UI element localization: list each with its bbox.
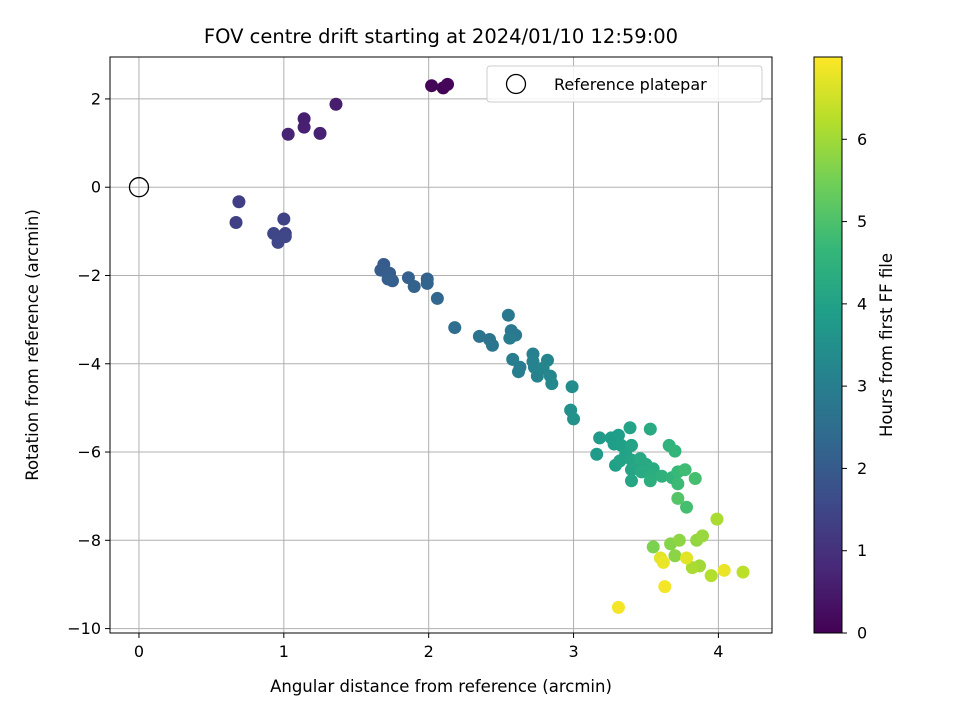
data-point — [611, 600, 625, 614]
y-tick-label: −10 — [67, 619, 101, 638]
data-point — [678, 463, 692, 477]
grid-lines — [110, 57, 772, 633]
data-point — [623, 421, 637, 435]
data-point — [425, 79, 439, 93]
data-point — [441, 77, 455, 91]
data-point — [611, 428, 625, 442]
data-point — [503, 331, 517, 345]
data-point — [232, 195, 246, 209]
data-point — [680, 551, 694, 565]
data-point — [624, 474, 638, 488]
y-tick-label: 0 — [91, 178, 101, 197]
data-point — [635, 465, 649, 479]
y-tick-label: 2 — [91, 89, 101, 108]
data-point — [593, 431, 607, 445]
colorbar-bar — [813, 56, 843, 634]
data-point — [540, 353, 554, 367]
legend-entry-reference-platepar: Reference platepar — [554, 75, 707, 94]
data-point — [688, 472, 702, 486]
data-point — [420, 276, 434, 290]
colorbar-tick-label: 2 — [857, 459, 867, 478]
y-tick-label: −2 — [77, 266, 101, 285]
data-point — [704, 569, 718, 583]
x-tick-label: 3 — [568, 642, 578, 661]
y-axis-ticks: 2 0 −2 −4 −6 −8 −10 — [67, 89, 110, 638]
data-point — [567, 412, 581, 426]
data-point — [672, 533, 686, 547]
data-point — [671, 491, 685, 505]
data-point — [545, 377, 559, 391]
y-tick-label: −6 — [77, 443, 101, 462]
y-tick-label: −4 — [77, 354, 101, 373]
data-point — [624, 438, 638, 452]
data-point — [710, 512, 724, 526]
data-point — [685, 561, 699, 575]
scatter-points — [128, 77, 750, 614]
data-point — [717, 563, 731, 577]
chart-title: FOV centre drift starting at 2024/01/10 … — [204, 25, 678, 48]
data-point — [229, 216, 243, 230]
data-point — [695, 529, 709, 543]
data-point — [643, 474, 657, 488]
data-point — [485, 338, 499, 352]
data-point — [472, 329, 486, 343]
data-point — [668, 549, 682, 563]
data-point — [680, 500, 694, 514]
data-point — [278, 230, 292, 244]
y-axis-label: Rotation from reference (arcmin) — [23, 209, 42, 481]
data-point — [656, 555, 670, 569]
data-point — [277, 212, 291, 226]
colorbar: 0 1 2 3 4 5 6 Hours from first FF file — [813, 56, 896, 643]
y-tick-label: −8 — [77, 531, 101, 550]
colorbar-ticks: 0 1 2 3 4 5 6 — [842, 130, 867, 643]
x-axis-label: Angular distance from reference (arcmin) — [270, 677, 612, 696]
colorbar-tick-label: 5 — [857, 212, 867, 231]
data-point — [313, 126, 327, 140]
colorbar-label: Hours from first FF file — [877, 253, 896, 437]
data-point — [643, 422, 657, 436]
reference-platepar-marker — [128, 177, 150, 198]
data-point — [590, 447, 604, 461]
data-point — [448, 321, 462, 335]
colorbar-tick-label: 4 — [857, 294, 867, 313]
x-axis-ticks: 0 1 2 3 4 — [134, 633, 723, 661]
data-point — [671, 477, 685, 491]
plot-frame — [109, 56, 773, 634]
data-point — [511, 365, 525, 379]
data-point — [501, 308, 515, 322]
legend-marker-open-circle — [505, 73, 527, 95]
colorbar-tick-label: 6 — [857, 130, 867, 149]
data-point — [565, 380, 579, 394]
data-point — [655, 469, 669, 483]
data-point — [407, 280, 421, 294]
data-point — [668, 444, 682, 458]
data-point — [658, 580, 672, 594]
data-point — [430, 291, 444, 305]
x-tick-label: 4 — [713, 642, 723, 661]
x-tick-label: 1 — [279, 642, 289, 661]
data-point — [646, 540, 660, 554]
colorbar-tick-label: 0 — [857, 624, 867, 643]
colorbar-tick-label: 1 — [857, 541, 867, 560]
x-tick-label: 2 — [424, 642, 434, 661]
data-point — [281, 127, 295, 141]
data-point — [329, 97, 343, 111]
x-tick-label: 0 — [134, 642, 144, 661]
legend-box — [486, 65, 763, 103]
data-point — [736, 565, 750, 579]
legend: Reference platepar — [486, 65, 763, 103]
data-point — [297, 120, 311, 134]
data-point — [385, 274, 399, 288]
colorbar-tick-label: 3 — [857, 377, 867, 396]
